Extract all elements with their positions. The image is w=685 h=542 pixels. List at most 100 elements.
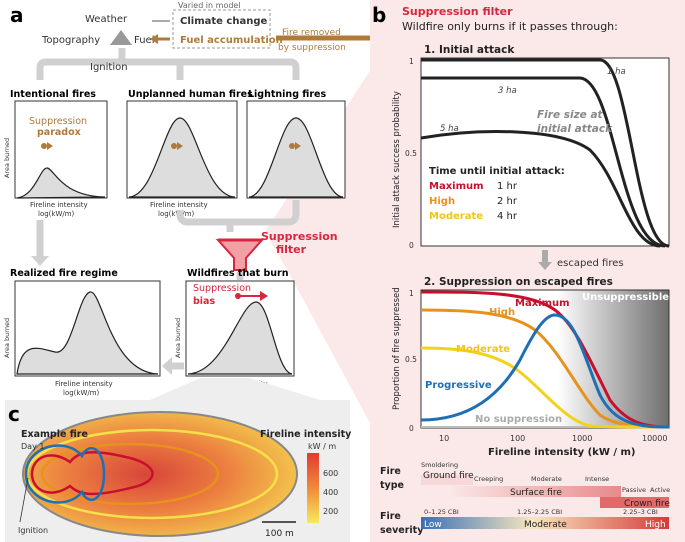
- cbi-high-label: 2.25–3 CBI: [623, 508, 658, 516]
- filter-label-1: Suppression: [261, 230, 338, 243]
- sup-moderate-label: Moderate: [456, 344, 510, 355]
- colorbar-tick-600: 600: [323, 469, 338, 478]
- paradox-label: paradox: [37, 127, 81, 138]
- surface-fire-label: Surface fire: [510, 488, 562, 498]
- cbi-mod-label: 1.25–2.25 CBI: [517, 508, 562, 516]
- colorbar-tick-200: 200: [323, 507, 338, 516]
- sup-axes: [420, 289, 670, 429]
- example-fire-label: Example fire: [21, 429, 88, 440]
- ia-curve-5ha: [420, 130, 661, 248]
- fuel-label: Fuel: [134, 35, 154, 46]
- ia-curve-1ha: [421, 58, 670, 248]
- ignition-point-label: Ignition: [18, 526, 48, 535]
- flow-intentional-head: [31, 256, 49, 266]
- suppression-bias-label: Suppression: [193, 283, 251, 294]
- ignition-label: Ignition: [90, 62, 128, 73]
- active-label: Active: [650, 486, 670, 494]
- crown-fire-label: Crown fire: [624, 499, 670, 509]
- intentional-title: Intentional fires: [10, 89, 96, 100]
- fire-removed-label-1: Fire removed: [282, 28, 341, 38]
- weather-label: Weather: [85, 14, 128, 25]
- size-1ha: 1 ha: [607, 67, 626, 77]
- ia-ylabel: Initial attack success probability: [392, 91, 402, 228]
- severity-high-label: High: [645, 520, 666, 530]
- xtick-10: 10: [439, 434, 449, 443]
- severity-label-1: Fire: [380, 511, 401, 522]
- ia-ytick-0: 0: [409, 241, 414, 250]
- sup-ytick-05: 0.5: [405, 355, 417, 364]
- unsuppressible-label: Unsuppressible: [582, 292, 669, 303]
- sup-high-label: High: [489, 307, 515, 318]
- ia-ytick-05: 0.5: [405, 149, 417, 158]
- intense-label: Intense: [585, 475, 609, 483]
- fireline-intensity-label: Fireline intensity: [260, 429, 352, 440]
- crown-fire-bar: [600, 497, 669, 508]
- time-high-value: 2 hr: [497, 196, 518, 207]
- creeping-label: Creeping: [474, 475, 503, 483]
- unplanned-title: Unplanned human fires: [128, 89, 253, 100]
- lightning-plot: [246, 100, 346, 199]
- wildfires-title: Wildfires that burn: [187, 268, 289, 279]
- sup-progressive-label: Progressive: [425, 380, 492, 391]
- ground-fire-label: Ground fire: [423, 471, 474, 481]
- xtick-1000: 1000: [572, 434, 592, 443]
- log-axis-3: log(kW/m): [63, 389, 100, 397]
- escaped-arrowhead: [538, 262, 552, 270]
- panel-a-letter: a: [10, 3, 24, 27]
- realized-plot: [14, 280, 161, 377]
- time-moderate-value: 4 hr: [497, 211, 518, 222]
- topography-label: Topography: [41, 35, 100, 46]
- bias-label: bias: [193, 296, 215, 307]
- flow-unplanned: [176, 210, 234, 232]
- size-3ha: 3 ha: [498, 86, 517, 96]
- severity-moderate-label: Moderate: [524, 520, 567, 530]
- sup-ylabel: Proportion of fire suppressed: [392, 287, 402, 410]
- surface-fire-bar: [451, 486, 621, 497]
- escaped-label: escaped fires: [557, 258, 624, 269]
- ignition-pointer: [19, 477, 29, 523]
- ground-fire-bar: [421, 475, 473, 485]
- varied-box: [172, 9, 271, 49]
- fire-size-label-2: initial attack: [537, 123, 613, 135]
- xtick-100: 100: [510, 434, 525, 443]
- fire-size-label-1: Fire size at: [537, 109, 604, 121]
- filter-projection: [265, 40, 390, 460]
- suppression-paradox-label: Suppression: [29, 116, 87, 127]
- panel-b-subtitle: Wildfire only burns if it passes through…: [402, 20, 618, 33]
- intensity-axis-1: Fireline intensity: [30, 201, 88, 209]
- time-high-label: High: [429, 196, 455, 207]
- panel-b-title: Suppression filter: [402, 5, 513, 18]
- passive-label: Passive: [622, 486, 646, 494]
- ia-curve-3ha: [421, 76, 666, 248]
- high-contour: [40, 442, 220, 506]
- smoldering-label: Smoldering: [421, 461, 458, 469]
- xtick-10000: 10000: [642, 434, 667, 443]
- time-maximum-label: Maximum: [429, 181, 484, 192]
- fire-triangle-icon: [110, 30, 132, 45]
- suppression-filter-funnel: [215, 238, 265, 271]
- sup-no-suppression-label: No suppression: [475, 414, 562, 425]
- fuel-arrowhead: [150, 34, 158, 44]
- scale-label: 100 m: [265, 529, 294, 539]
- maximum-contour: [30, 451, 154, 496]
- sup-moderate-curve: [420, 346, 670, 429]
- intensity-colorbar: [307, 453, 319, 523]
- time-maximum-value: 1 hr: [497, 181, 518, 192]
- size-5ha: 5 ha: [440, 124, 459, 134]
- ia-ytick-1: 1: [409, 57, 414, 66]
- panel-b-letter: b: [372, 3, 386, 27]
- fire-ellipse: [22, 411, 298, 537]
- severity-label-2: severity: [380, 525, 424, 536]
- flow-lightning: [230, 200, 300, 226]
- cbi-low-label: 0–1.25 CBI: [424, 508, 459, 516]
- area-burned-axis-3: Area burned: [174, 318, 182, 358]
- fire-type-label-1: Fire: [380, 466, 401, 477]
- panel-c-connector: [150, 378, 320, 400]
- climate-change-label: Climate change: [180, 16, 267, 27]
- day-label: Day 1: [21, 442, 44, 451]
- varied-label: Varied in model: [178, 1, 241, 10]
- log-axis-2: log(kW/m): [158, 210, 195, 218]
- intensity-unit: kW / m: [308, 442, 336, 451]
- moderate-ft-label: Moderate: [531, 475, 562, 483]
